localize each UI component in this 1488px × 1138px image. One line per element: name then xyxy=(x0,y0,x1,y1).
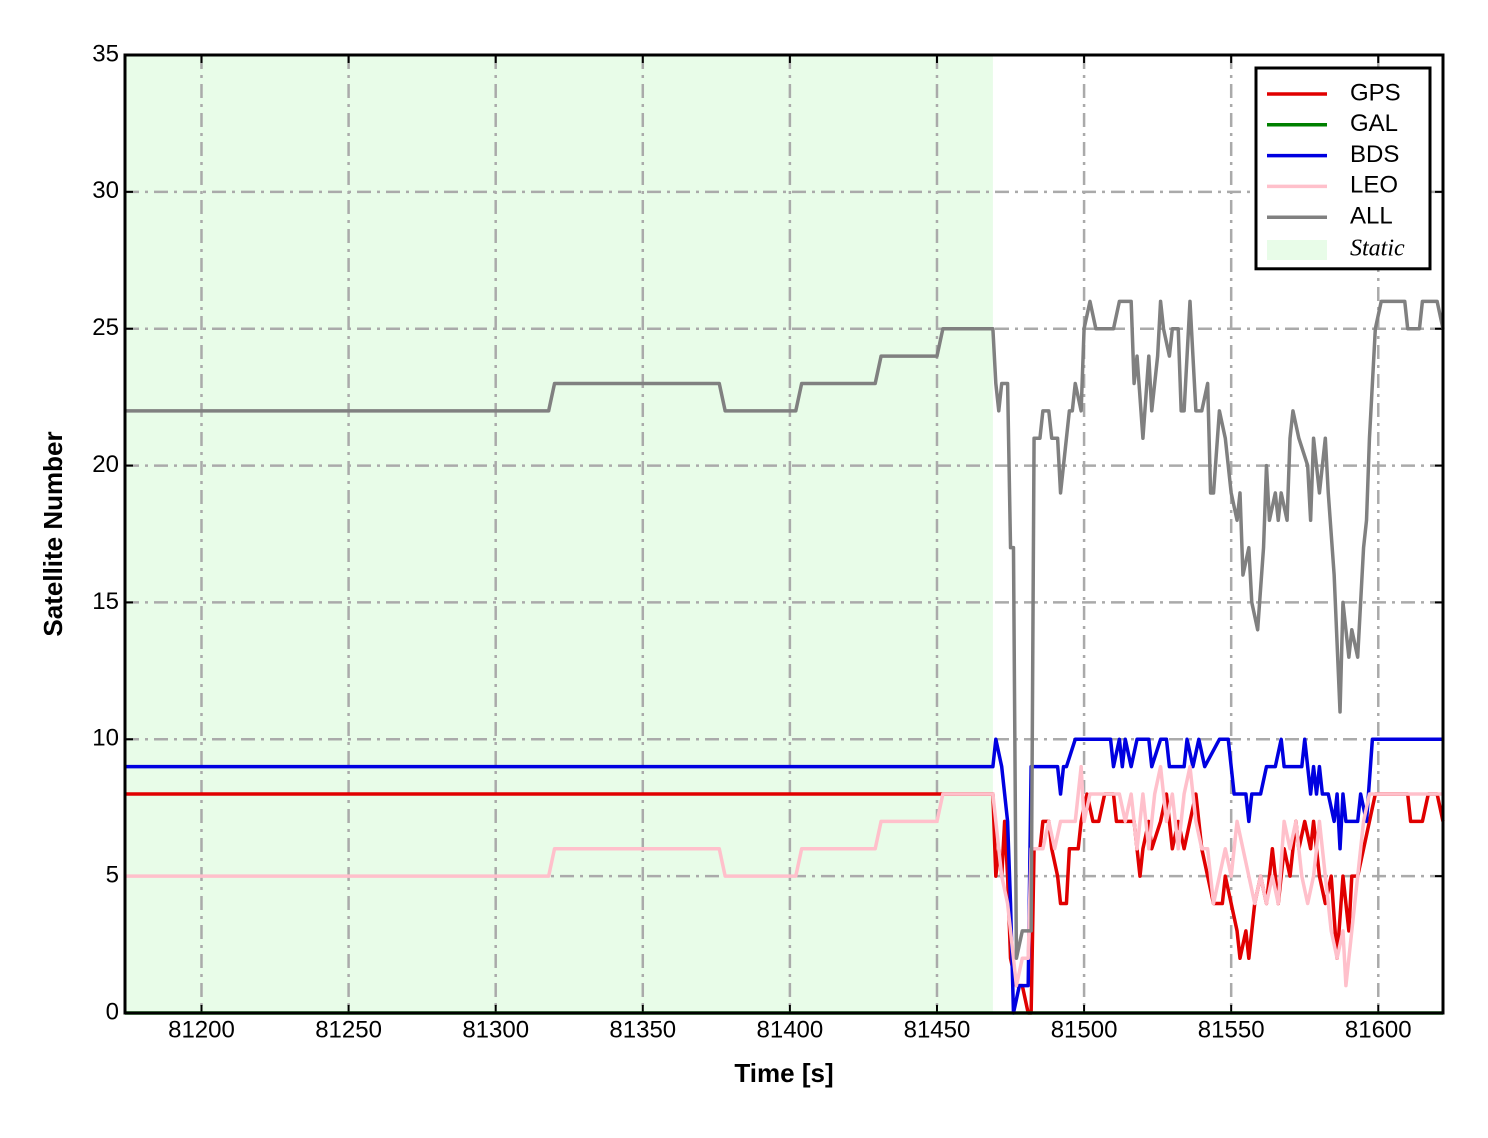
y-tick-label: 10 xyxy=(92,725,119,752)
y-tick-label: 0 xyxy=(106,998,119,1025)
legend-box xyxy=(1254,66,1432,271)
y-tick-label: 25 xyxy=(92,314,119,341)
legend-label: GAL xyxy=(1350,110,1398,137)
x-axis-label: Time [s] xyxy=(734,1058,833,1088)
legend-label: LEO xyxy=(1350,172,1398,199)
x-tick-label: 81200 xyxy=(168,1016,235,1043)
y-tick-label: 15 xyxy=(92,588,119,615)
y-tick-label: 20 xyxy=(92,451,119,478)
x-tick-label: 81500 xyxy=(1051,1016,1118,1043)
y-tick-label: 5 xyxy=(106,861,119,888)
x-tick-label: 81600 xyxy=(1345,1016,1412,1043)
legend-swatch xyxy=(1267,240,1327,260)
series-line xyxy=(125,737,1443,1015)
series-line xyxy=(125,764,1443,988)
x-tick-label: 81300 xyxy=(462,1016,529,1043)
y-tick-label: 30 xyxy=(92,177,119,204)
static-region xyxy=(125,55,993,1013)
x-tick-label: 81550 xyxy=(1198,1016,1265,1043)
legend-label: ALL xyxy=(1350,203,1393,230)
x-tick-label: 81250 xyxy=(315,1016,382,1043)
y-tick-label: 35 xyxy=(92,40,119,67)
y-axis-label: Satellite Number xyxy=(38,431,68,636)
x-tick-label: 81350 xyxy=(609,1016,676,1043)
x-tick-label: 81400 xyxy=(757,1016,824,1043)
legend-label: Static xyxy=(1350,236,1405,262)
legend-label: BDS xyxy=(1350,141,1399,168)
plot-frame xyxy=(123,53,1445,1015)
series-line xyxy=(125,299,1445,961)
legend-label: GPS xyxy=(1350,79,1401,106)
x-tick-label: 81450 xyxy=(904,1016,971,1043)
series-line xyxy=(125,792,1445,1015)
